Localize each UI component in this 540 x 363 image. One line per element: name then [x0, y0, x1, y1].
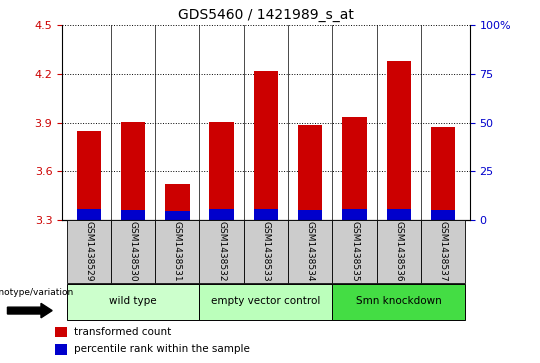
Text: GSM1438534: GSM1438534: [306, 221, 315, 282]
Text: GSM1438533: GSM1438533: [261, 221, 271, 282]
Bar: [210, 209, 234, 220]
FancyBboxPatch shape: [111, 220, 155, 283]
Bar: [431, 210, 455, 220]
Bar: [342, 209, 367, 220]
Bar: [165, 211, 190, 220]
Text: GSM1438530: GSM1438530: [129, 221, 138, 282]
FancyBboxPatch shape: [66, 284, 199, 321]
Bar: [431, 127, 455, 220]
FancyBboxPatch shape: [288, 220, 333, 283]
FancyBboxPatch shape: [421, 220, 465, 283]
Text: Smn knockdown: Smn knockdown: [356, 297, 442, 306]
Text: wild type: wild type: [109, 297, 157, 306]
Text: GSM1438529: GSM1438529: [84, 221, 93, 282]
Bar: [121, 210, 145, 220]
FancyBboxPatch shape: [66, 220, 111, 283]
Bar: [387, 209, 411, 220]
FancyBboxPatch shape: [333, 284, 465, 321]
Text: GSM1438535: GSM1438535: [350, 221, 359, 282]
FancyBboxPatch shape: [199, 220, 244, 283]
FancyBboxPatch shape: [377, 220, 421, 283]
Text: empty vector control: empty vector control: [211, 297, 321, 306]
Bar: [298, 210, 322, 220]
Text: GSM1438537: GSM1438537: [438, 221, 448, 282]
FancyBboxPatch shape: [244, 220, 288, 283]
Bar: [387, 61, 411, 220]
FancyBboxPatch shape: [199, 284, 333, 321]
Bar: [121, 122, 145, 220]
Text: GSM1438532: GSM1438532: [217, 221, 226, 282]
Bar: [342, 117, 367, 220]
Bar: [77, 131, 101, 220]
Text: percentile rank within the sample: percentile rank within the sample: [75, 344, 250, 354]
Bar: [254, 209, 278, 220]
Bar: [56, 327, 67, 337]
Bar: [210, 122, 234, 220]
FancyBboxPatch shape: [333, 220, 377, 283]
Text: genotype/variation: genotype/variation: [0, 288, 74, 297]
Bar: [165, 184, 190, 220]
Bar: [56, 344, 67, 355]
Title: GDS5460 / 1421989_s_at: GDS5460 / 1421989_s_at: [178, 8, 354, 22]
Text: GSM1438536: GSM1438536: [394, 221, 403, 282]
FancyBboxPatch shape: [155, 220, 199, 283]
Bar: [254, 71, 278, 220]
FancyArrow shape: [8, 303, 52, 318]
Bar: [77, 209, 101, 220]
Text: transformed count: transformed count: [75, 327, 172, 337]
Text: GSM1438531: GSM1438531: [173, 221, 182, 282]
Bar: [298, 125, 322, 220]
